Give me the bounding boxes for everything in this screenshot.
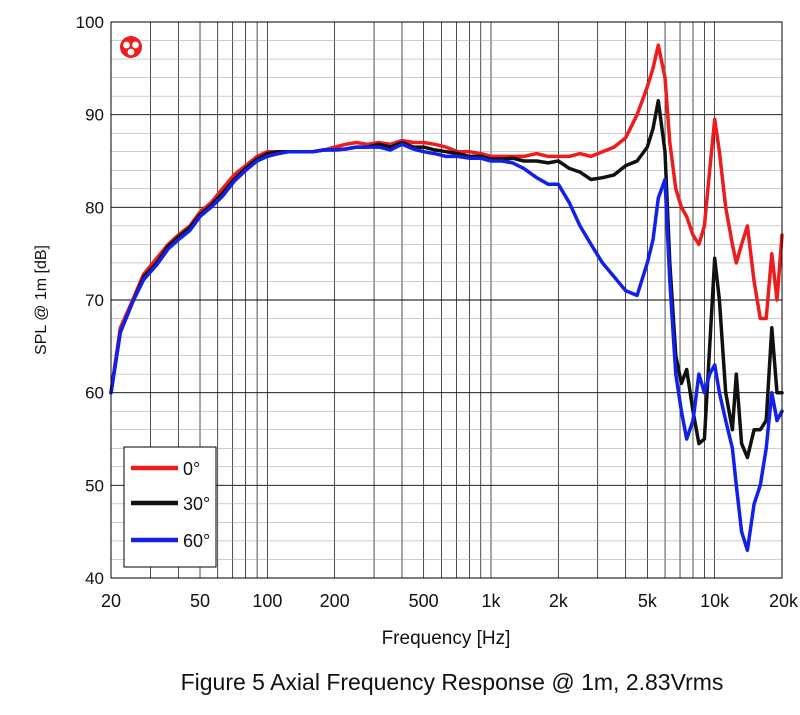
series-group [109, 43, 784, 552]
x-tick-label: 20k [769, 591, 799, 611]
y-tick-label: 40 [85, 569, 104, 588]
legend-label: 30° [183, 494, 210, 514]
y-tick-label: 90 [85, 106, 104, 125]
x-tick-label: 50 [190, 591, 210, 611]
x-tick-labels: 20 50 100 200 500 1k 2k 5k 10k 20k [101, 591, 799, 611]
x-tick-label: 10k [700, 591, 730, 611]
x-tick-label: 2k [549, 591, 569, 611]
legend-label: 0° [183, 459, 200, 479]
series-line [109, 142, 784, 552]
x-axis-label: Frequency [Hz] [382, 628, 511, 649]
series-line [109, 43, 784, 395]
y-tick-label: 80 [85, 198, 104, 217]
y-tick-label: 60 [85, 384, 104, 403]
figure-caption: Figure 5 Axial Frequency Response @ 1m, … [181, 669, 724, 695]
x-tick-label: 5k [638, 591, 658, 611]
x-tick-label: 500 [409, 591, 439, 611]
x-tick-label: 200 [320, 591, 350, 611]
x-tick-label: 20 [101, 591, 121, 611]
x-tick-label: 1k [481, 591, 501, 611]
y-tick-label: 70 [85, 291, 104, 310]
y-tick-label: 100 [76, 13, 104, 32]
y-tick-labels: 40 50 60 70 80 90 100 [76, 13, 104, 588]
legend-label: 60° [183, 531, 210, 551]
y-axis-label: SPL @ 1m [dB] [33, 245, 50, 355]
x-tick-label: 100 [252, 591, 282, 611]
y-tick-label: 50 [85, 476, 104, 495]
plot-frame [110, 21, 783, 579]
legend: 0° 30° 60° [123, 446, 217, 568]
brand-logo-icon [120, 36, 142, 58]
